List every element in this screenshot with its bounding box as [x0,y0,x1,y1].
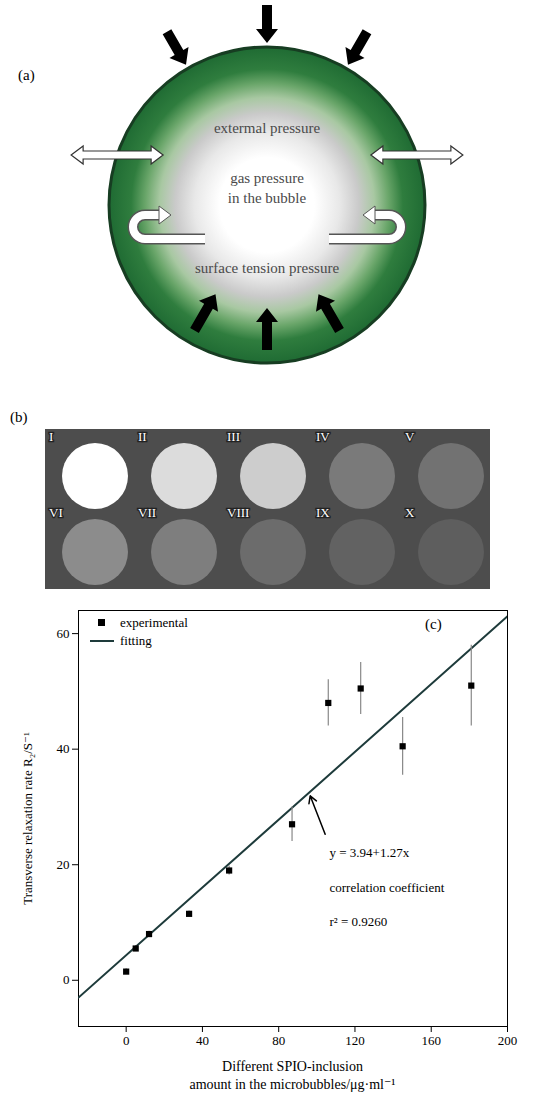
svg-text:120: 120 [345,1033,365,1048]
svg-text:Transverse relaxation rate R₂/: Transverse relaxation rate R₂/S⁻¹ [20,732,35,905]
svg-text:in the bubble: in the bubble [228,190,307,206]
svg-text:20: 20 [57,857,70,872]
svg-text:surface tension pressure: surface tension pressure [195,260,339,276]
html-text:(c): (c) [425,616,442,632]
svg-text:40: 40 [196,1033,209,1048]
svg-text:IX: IX [316,505,330,520]
html-text:experimental: experimental [120,615,188,630]
html-text:fitting: fitting [120,633,152,648]
svg-text:gas pressure: gas pressure [230,170,304,186]
svg-text:200: 200 [498,1033,518,1048]
html-text:amount in the microbubbles/μg·: amount in the microbubbles/μg·ml⁻¹ [189,1077,396,1092]
svg-text:extermal pressure: extermal pressure [214,120,321,136]
svg-text:VIII: VIII [227,505,249,520]
svg-text:160: 160 [421,1033,441,1048]
svg-text:40: 40 [57,741,70,756]
html-text:Different SPIO-inclusion: Different SPIO-inclusion [222,1059,363,1074]
svg-text:I: I [49,429,53,444]
svg-text:0: 0 [123,1033,129,1048]
svg-text:60: 60 [57,626,70,641]
svg-text:80: 80 [272,1033,285,1048]
svg-text:V: V [405,429,415,444]
svg-text:X: X [405,505,415,520]
svg-text:r² = 0.9260: r² = 0.9260 [329,914,387,929]
svg-text:VI: VI [49,505,63,520]
svg-text:II: II [138,429,147,444]
svg-text:IV: IV [316,429,330,444]
svg-text:correlation coefficient: correlation coefficient [329,880,444,895]
svg-text:VII: VII [138,505,156,520]
svg-text:(a): (a) [18,67,35,84]
svg-text:(b): (b) [10,409,28,426]
svg-text:III: III [227,429,240,444]
svg-text:0: 0 [63,972,70,987]
svg-text:y = 3.94+1.27x: y = 3.94+1.27x [329,845,409,860]
